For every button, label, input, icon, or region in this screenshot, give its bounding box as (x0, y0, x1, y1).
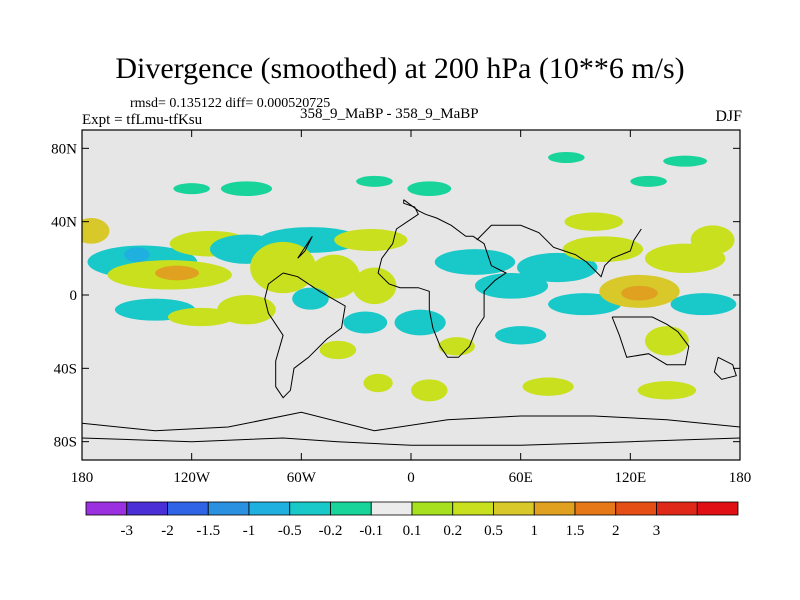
colorbar-swatch (574, 501, 617, 516)
field-blob (292, 287, 329, 310)
colorbar-label: 2 (612, 523, 620, 539)
colorbar-label: 0.5 (484, 523, 503, 539)
colorbar-swatch (696, 501, 739, 516)
colorbar-swatch (289, 501, 331, 516)
season-label: DJF (715, 108, 742, 125)
field-blob (173, 183, 210, 195)
stats-text: rmsd= 0.135122 diff= 0.000520725 (130, 96, 331, 111)
x-tick-label: 60W (287, 470, 317, 486)
field-blob (352, 267, 397, 305)
field-blob (434, 249, 516, 275)
colorbar-swatch (615, 501, 657, 516)
colorbar-swatch (656, 501, 698, 516)
colorbar-swatch (85, 501, 128, 516)
field-blob (548, 152, 585, 163)
coastline (713, 356, 737, 380)
field-blob (562, 236, 644, 262)
colorbar-label: -0.2 (319, 523, 343, 539)
field-blob (438, 337, 475, 356)
x-tick-label: 60E (509, 470, 533, 486)
coastline (264, 272, 346, 399)
field-blob (82, 218, 110, 244)
colorbar-swatch (493, 501, 535, 516)
x-tick-label: 180 (71, 470, 94, 486)
x-tick-label: 120E (614, 470, 646, 486)
colorbar-swatch (126, 501, 168, 516)
colorbar-swatch (411, 501, 454, 516)
colorbar-label: 0.2 (443, 523, 462, 539)
coastline (476, 224, 642, 278)
case-text: 358_9_MaBP - 358_9_MaBP (300, 106, 479, 122)
field-blob (670, 293, 737, 316)
coastline (377, 199, 507, 358)
field-blob (548, 293, 622, 316)
colorbar-swatch (207, 501, 250, 516)
field-blob (564, 212, 624, 231)
field-blob (663, 155, 708, 167)
chart-title: Divergence (smoothed) at 200 hPa (10**6 … (115, 52, 685, 85)
colorbar-label: 0.1 (403, 523, 422, 539)
field-blob (363, 373, 393, 393)
colorbar-label: -2 (161, 523, 174, 539)
field-blob (124, 247, 150, 262)
y-tick-label: 80S (54, 435, 77, 451)
colorbar-label: 1.5 (566, 523, 585, 539)
field-blob (155, 265, 199, 281)
field-blob (250, 241, 316, 294)
x-tick-label: 180 (729, 470, 752, 486)
colorbar-label: -3 (121, 523, 134, 539)
field-blob (690, 225, 735, 255)
y-tick-label: 40S (54, 361, 77, 377)
colorbar-label: 1 (531, 523, 539, 539)
colorbar-label: -0.5 (278, 523, 302, 539)
coastline-layer (82, 199, 740, 446)
coastline (82, 411, 740, 432)
field-blob (343, 311, 388, 334)
field-blob (407, 181, 452, 197)
field-blob (411, 379, 448, 402)
field-blob (621, 285, 658, 301)
field-blob (319, 340, 357, 360)
x-tick-label: 0 (407, 470, 415, 486)
colorbar-label: -1 (243, 523, 256, 539)
x-axis: 180 120W 60W 0 60E 120E 180 (71, 130, 752, 486)
field-blob (220, 181, 273, 197)
x-tick-label: 120W (173, 470, 211, 486)
field-blob (308, 254, 360, 299)
field-blob (637, 381, 697, 400)
colorbar-swatch (370, 501, 413, 516)
colorbar-label: -1.5 (196, 523, 220, 539)
field-blob (356, 175, 393, 187)
field-blob (217, 295, 276, 325)
y-tick-label: 80N (51, 141, 77, 157)
y-axis: 80N 40N 0 40S 80S (51, 141, 740, 451)
field-blob (474, 273, 549, 299)
colorbar-swatch (452, 501, 494, 516)
field-blob (517, 252, 598, 283)
colorbar-swatch (330, 501, 372, 516)
field-blob (167, 307, 234, 327)
colorbar-swatch (533, 501, 576, 516)
colorbar-swatch (248, 501, 291, 516)
y-tick-label: 40N (51, 215, 77, 231)
field-blob (394, 309, 446, 336)
field-blob (522, 377, 574, 396)
field-blob (334, 229, 408, 251)
coastline (297, 236, 313, 259)
colorbar-label: -0.1 (359, 523, 383, 539)
colorbar-swatch (167, 501, 209, 516)
colorbar: -3 -2 -1.5 -1 -0.5 -0.2 -0.1 0.1 0.2 0.5 1 1.5 2 3 (85, 501, 739, 539)
coastline (611, 316, 690, 366)
experiment-text: Expt = tfLmu-tfKsu (82, 112, 203, 128)
field-blob (630, 175, 667, 187)
field-blob (644, 326, 689, 356)
coastline (82, 437, 740, 446)
y-tick-label: 0 (70, 288, 78, 304)
field-blob (495, 326, 547, 345)
colorbar-label: 3 (653, 523, 661, 539)
